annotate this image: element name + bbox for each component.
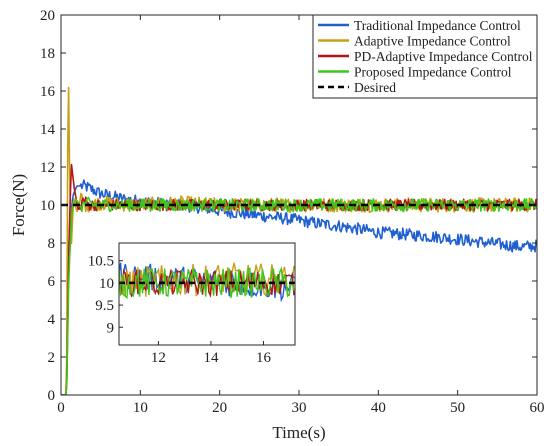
inset-y-tick-label-1: 9.5 [95,298,114,314]
legend-label-1: Adaptive Impedance Control [354,34,511,49]
y-tick-label-10: 20 [40,8,55,24]
y-tick-label-1: 2 [48,350,56,366]
legend-label-0: Traditional Impedance Control [354,18,521,33]
y-axis-label: Force(N) [9,174,28,236]
y-tick-label-6: 12 [40,160,55,176]
inset-y-tick-label-3: 10.5 [88,254,114,270]
y-tick-label-7: 14 [40,122,56,138]
inset-x-tick-label-2: 16 [256,350,272,366]
legend-label-3: Proposed Impedance Control [354,65,512,80]
y-tick-label-9: 18 [40,46,55,62]
inset-series-group [119,262,295,303]
y-tick-label-4: 8 [48,236,56,252]
inset-x-tick-label-0: 12 [151,350,166,366]
y-tick-label-5: 10 [40,198,55,214]
y-tick-label-2: 4 [48,312,56,328]
inset-zoom-plot: 12 14 16 9 9.5 10 10.5 [88,242,296,366]
legend-label-2: PD-Adaptive Impedance Control [354,49,533,64]
x-axis-label: Time(s) [272,423,325,442]
inset-y-tick-label-2: 10 [99,276,114,292]
inset-frame [118,242,296,346]
x-tick-label-3: 30 [292,400,307,416]
legend-label-4: Desired [354,80,396,95]
x-tick-label-2: 20 [212,400,227,416]
x-tick-label-5: 50 [450,400,465,416]
legend-box [312,14,538,99]
series-line-3 [61,196,537,395]
series-group [61,86,537,395]
x-tick-label-4: 40 [371,400,386,416]
y-tick-label-8: 16 [40,84,56,100]
inset-y-tick-label-0: 9 [107,320,115,336]
x-tick-label-1: 10 [133,400,148,416]
y-tick-label-0: 0 [48,388,56,404]
x-tick-label-0: 0 [57,400,65,416]
y-tick-label-3: 6 [48,274,56,290]
x-tick-label-6: 60 [530,400,545,416]
inset-x-tick-label-1: 14 [203,350,219,366]
